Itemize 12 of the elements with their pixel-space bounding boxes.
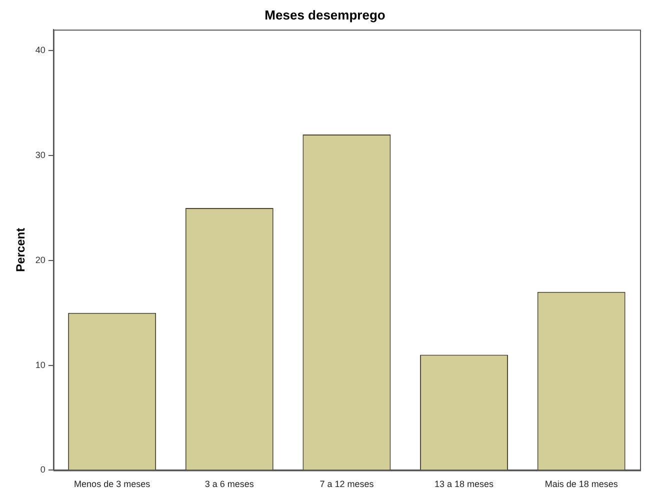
x-tick-label: 3 a 6 meses (204, 479, 254, 490)
y-tick-label: 40 (35, 45, 46, 56)
x-tick-label: Menos de 3 meses (74, 479, 151, 490)
x-tick-label: Mais de 18 meses (544, 479, 618, 490)
x-tick-label: 7 a 12 meses (320, 479, 374, 490)
y-tick-label: 20 (35, 254, 46, 265)
y-axis-title: Percent (14, 228, 28, 272)
x-tick-label: 13 a 18 meses (434, 479, 494, 490)
chart-title: Meses desemprego (264, 7, 386, 22)
y-tick-label: 10 (35, 360, 46, 370)
y-tick-label: 0 (40, 464, 46, 475)
y-tick-label: 30 (35, 150, 46, 160)
